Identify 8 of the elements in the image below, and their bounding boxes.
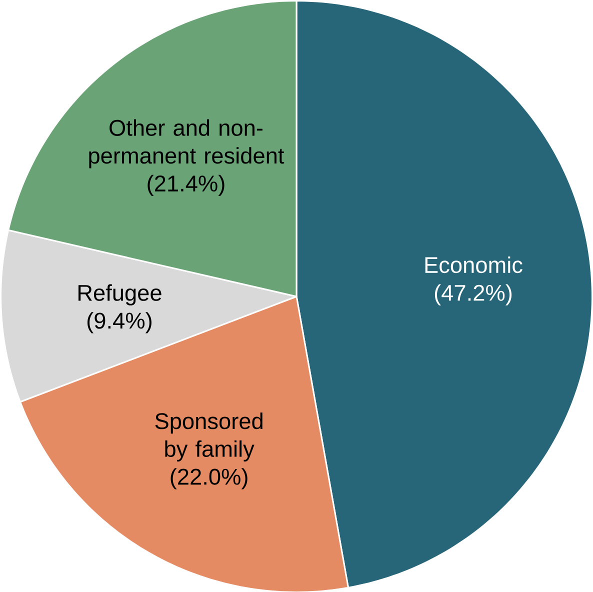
slice-label: Refugee [78, 284, 162, 306]
data-label: (21.4%) [148, 174, 224, 196]
data-label: (9.4%) [88, 312, 152, 334]
data-label: (47.2%) [434, 284, 512, 306]
slice-label: Other and non-permanent resident [89, 119, 284, 168]
slice-label: Economic [425, 256, 522, 273]
slice-label: Sponsored by family [155, 412, 262, 462]
data-label: (22.0%) [170, 468, 248, 490]
